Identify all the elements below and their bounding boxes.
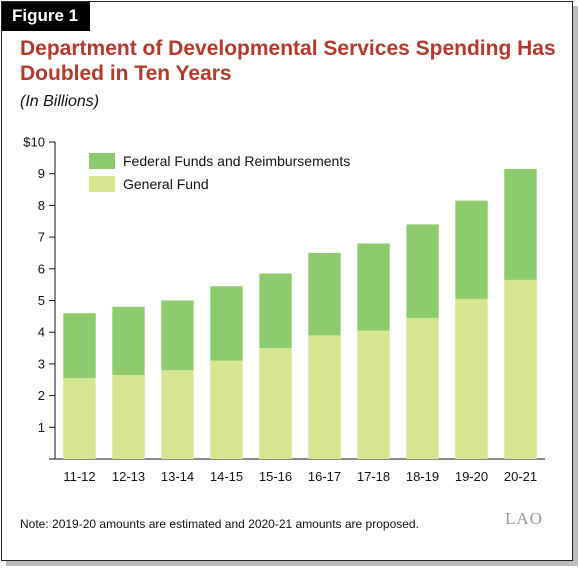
bar-general-fund (308, 335, 341, 459)
y-tick-label: 5 (38, 293, 45, 308)
bar-general-fund (63, 378, 96, 459)
bar-general-fund (210, 360, 243, 459)
chart-note: Note: 2019-20 amounts are estimated and … (20, 517, 419, 531)
bar-chart: 1 2 3 4 5 6 7 8 9 $10 11-12 12-13 13-14 14-15 15-16 16-… (23, 135, 545, 484)
y-tick-label: $10 (23, 135, 45, 150)
chart-subtitle: (In Billions) (20, 93, 100, 110)
x-tick-label: 14-15 (210, 469, 243, 484)
bar-general-fund (455, 298, 488, 459)
legend-swatch (89, 176, 115, 192)
x-tick-label: 18-19 (406, 469, 439, 484)
x-tick-label: 20-21 (504, 469, 537, 484)
y-tick-label: 2 (38, 388, 45, 403)
y-tick-label: 1 (38, 420, 45, 435)
bar-federal-funds (308, 252, 341, 336)
legend-label: General Fund (123, 176, 209, 192)
y-tick-label: 4 (38, 325, 45, 340)
y-tick-label: 9 (38, 166, 45, 181)
chart-title: Department of Developmental Services Spe… (20, 37, 556, 85)
bar-general-fund (259, 348, 292, 459)
x-tick-label: 15-16 (259, 469, 292, 484)
x-tick-label: 13-14 (161, 469, 194, 484)
bar-federal-funds (259, 273, 292, 349)
lao-logo: LAO (505, 509, 543, 528)
figure-frame: Figure 1 Department of Developmental Ser… (1, 1, 573, 561)
x-tick-label: 17-18 (357, 469, 390, 484)
bar-federal-funds (210, 286, 243, 361)
legend-swatch (89, 153, 115, 169)
bar-general-fund (357, 330, 390, 459)
bar-federal-funds (161, 300, 194, 371)
x-tick-label: 11-12 (63, 469, 95, 484)
bar-federal-funds (112, 306, 145, 375)
legend-label: Federal Funds and Reimbursements (123, 153, 350, 169)
x-tick-label: 16-17 (308, 469, 341, 484)
y-tick-label: 6 (38, 261, 45, 276)
x-tick-label: 19-20 (455, 469, 488, 484)
bar-federal-funds (455, 200, 488, 299)
y-tick-label: 7 (38, 230, 45, 245)
figure-label: Figure 1 (2, 2, 91, 31)
bar-federal-funds (63, 313, 96, 379)
bar-general-fund (406, 317, 439, 459)
bar-federal-funds (504, 168, 537, 280)
bar-federal-funds (357, 243, 390, 331)
bar-general-fund (112, 374, 145, 459)
y-tick-label: 8 (38, 198, 45, 213)
x-tick-label: 12-13 (112, 469, 145, 484)
y-tick-label: 3 (38, 356, 45, 371)
bar-general-fund (504, 279, 537, 459)
bar-federal-funds (406, 224, 439, 318)
bar-general-fund (161, 370, 194, 459)
